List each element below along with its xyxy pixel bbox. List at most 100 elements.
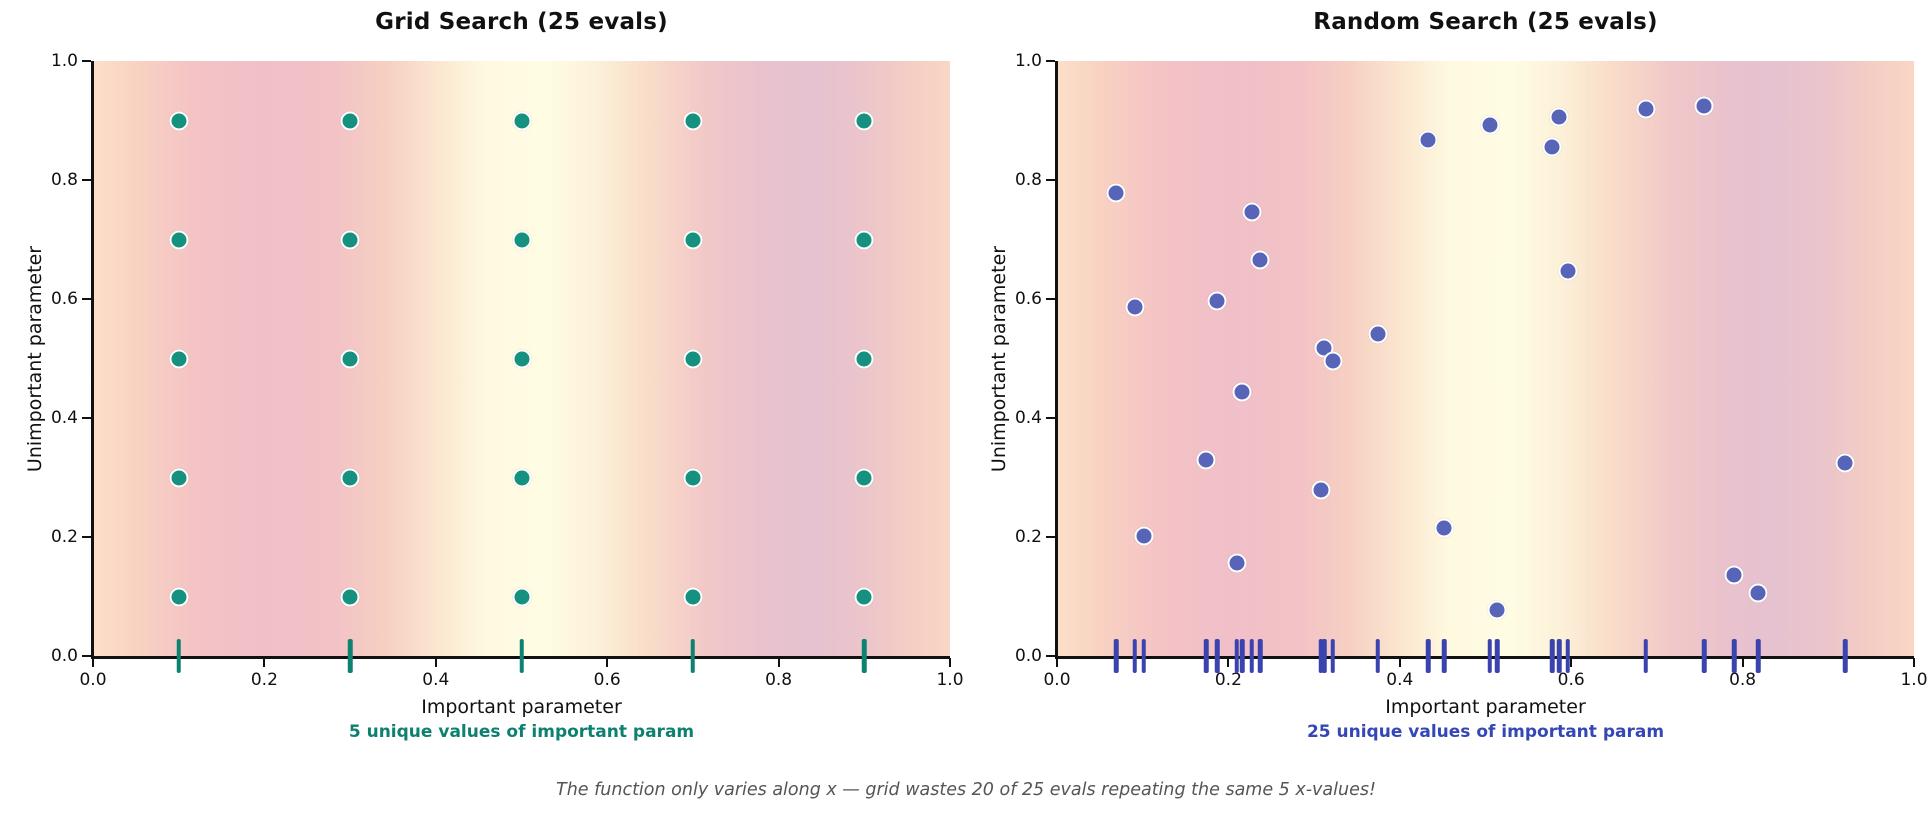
x-tick-label: 1.0 [1900, 670, 1928, 690]
scatter-point [169, 349, 189, 368]
scatter-point [169, 111, 189, 130]
scatter-point [340, 111, 360, 130]
objective-gradient-background [1057, 61, 1914, 656]
scatter-point [854, 468, 874, 487]
y-tick-label: 1.0 [50, 51, 78, 71]
y-tick-label: 0.6 [1014, 289, 1042, 309]
rug-mark [1257, 639, 1263, 673]
rug-mark [1215, 639, 1220, 673]
scatter-point [1232, 382, 1252, 402]
rug-mark [1375, 639, 1380, 673]
scatter-point [512, 111, 531, 130]
scatter-point [1368, 324, 1388, 344]
y-tick-mark [1046, 417, 1055, 419]
y-axis-label: Unimportant parameter [24, 245, 46, 472]
y-tick-mark [82, 417, 91, 419]
rug-mark [1550, 639, 1555, 673]
x-tick-mark [1227, 658, 1230, 667]
scatter-point [169, 230, 189, 249]
y-tick-mark [1046, 655, 1055, 657]
y-tick-mark [82, 536, 91, 538]
x-tick-mark [1570, 658, 1573, 667]
rug-mark [1132, 639, 1138, 673]
x-tick-mark [92, 658, 94, 667]
x-tick-mark [1056, 658, 1058, 667]
x-tick-label: 0.2 [1214, 670, 1242, 690]
scatter-point [854, 349, 874, 368]
scatter-point [512, 349, 531, 368]
figure-caption: The function only varies along x — grid … [556, 780, 1376, 800]
rug-mark [690, 639, 696, 673]
x-tick-label: 0.0 [79, 670, 107, 690]
rug-mark [1239, 639, 1245, 673]
rug-mark [1843, 639, 1848, 673]
scatter-point [854, 230, 874, 249]
scatter-point [1487, 600, 1507, 620]
scatter-point [169, 587, 189, 606]
y-axis-spine [1055, 61, 1058, 658]
y-tick-label: 0.2 [1014, 527, 1042, 547]
y-tick-label: 0.8 [50, 170, 78, 190]
scatter-point [1418, 130, 1438, 150]
y-tick-mark [1046, 536, 1055, 538]
scatter-point [683, 468, 703, 487]
scatter-point [512, 230, 531, 249]
x-tick-mark [263, 658, 266, 667]
rug-mark [1249, 639, 1254, 673]
rug-mark [519, 639, 524, 673]
scatter-point [1311, 480, 1331, 500]
x-axis-label: Important parameter [1385, 696, 1586, 718]
scatter-point [1549, 107, 1569, 127]
x-tick-label: 0.6 [1557, 670, 1585, 690]
scatter-point [1250, 250, 1270, 270]
x-tick-label: 0.6 [593, 670, 621, 690]
rug-mark [1425, 639, 1431, 673]
y-tick-label: 0.4 [1014, 408, 1042, 428]
scatter-point [1434, 518, 1454, 538]
x-tick-label: 0.4 [422, 670, 450, 690]
scatter-point [1207, 291, 1227, 311]
y-tick-mark [1046, 60, 1055, 62]
rug-mark [1565, 639, 1571, 673]
rug-mark [176, 639, 181, 673]
scatter-point [1694, 96, 1714, 116]
y-tick-mark [1046, 298, 1055, 300]
rug-mark [1330, 639, 1336, 673]
y-tick-mark [82, 179, 91, 181]
scatter-point [340, 468, 360, 487]
rug-mark [1701, 639, 1707, 673]
rug-mark [1322, 639, 1327, 673]
rug-mark [1487, 639, 1493, 673]
x-tick-label: 1.0 [936, 670, 964, 690]
scatter-point [169, 468, 189, 487]
rug-mark [1643, 639, 1648, 673]
scatter-point [340, 587, 360, 606]
scatter-point [512, 587, 531, 606]
x-tick-mark [777, 658, 780, 667]
chart-title: Random Search (25 evals) [1313, 9, 1658, 35]
scatter-point [1835, 453, 1855, 473]
scatter-point [1196, 450, 1216, 470]
x-tick-mark [949, 658, 951, 667]
scatter-point [1125, 297, 1145, 317]
y-axis-spine [91, 61, 94, 658]
x-tick-mark [1913, 658, 1915, 667]
rug-mark [1141, 639, 1146, 673]
y-tick-label: 0.4 [50, 408, 78, 428]
scatter-point [1636, 99, 1656, 119]
chart-title: Grid Search (25 evals) [375, 9, 668, 35]
rug-mark [1318, 639, 1324, 673]
y-axis-label: Unimportant parameter [988, 245, 1010, 472]
unique-values-caption: 5 unique values of important param [348, 722, 695, 742]
y-tick-mark [82, 655, 91, 657]
rug-mark [1755, 639, 1761, 673]
scatter-point [683, 349, 703, 368]
y-tick-label: 0.2 [50, 527, 78, 547]
scatter-point [340, 230, 360, 249]
x-tick-label: 0.8 [765, 670, 793, 690]
scatter-point [683, 230, 703, 249]
x-tick-label: 0.4 [1386, 670, 1414, 690]
rug-mark [1495, 639, 1500, 673]
y-tick-label: 1.0 [1014, 51, 1042, 71]
scatter-point [854, 587, 874, 606]
